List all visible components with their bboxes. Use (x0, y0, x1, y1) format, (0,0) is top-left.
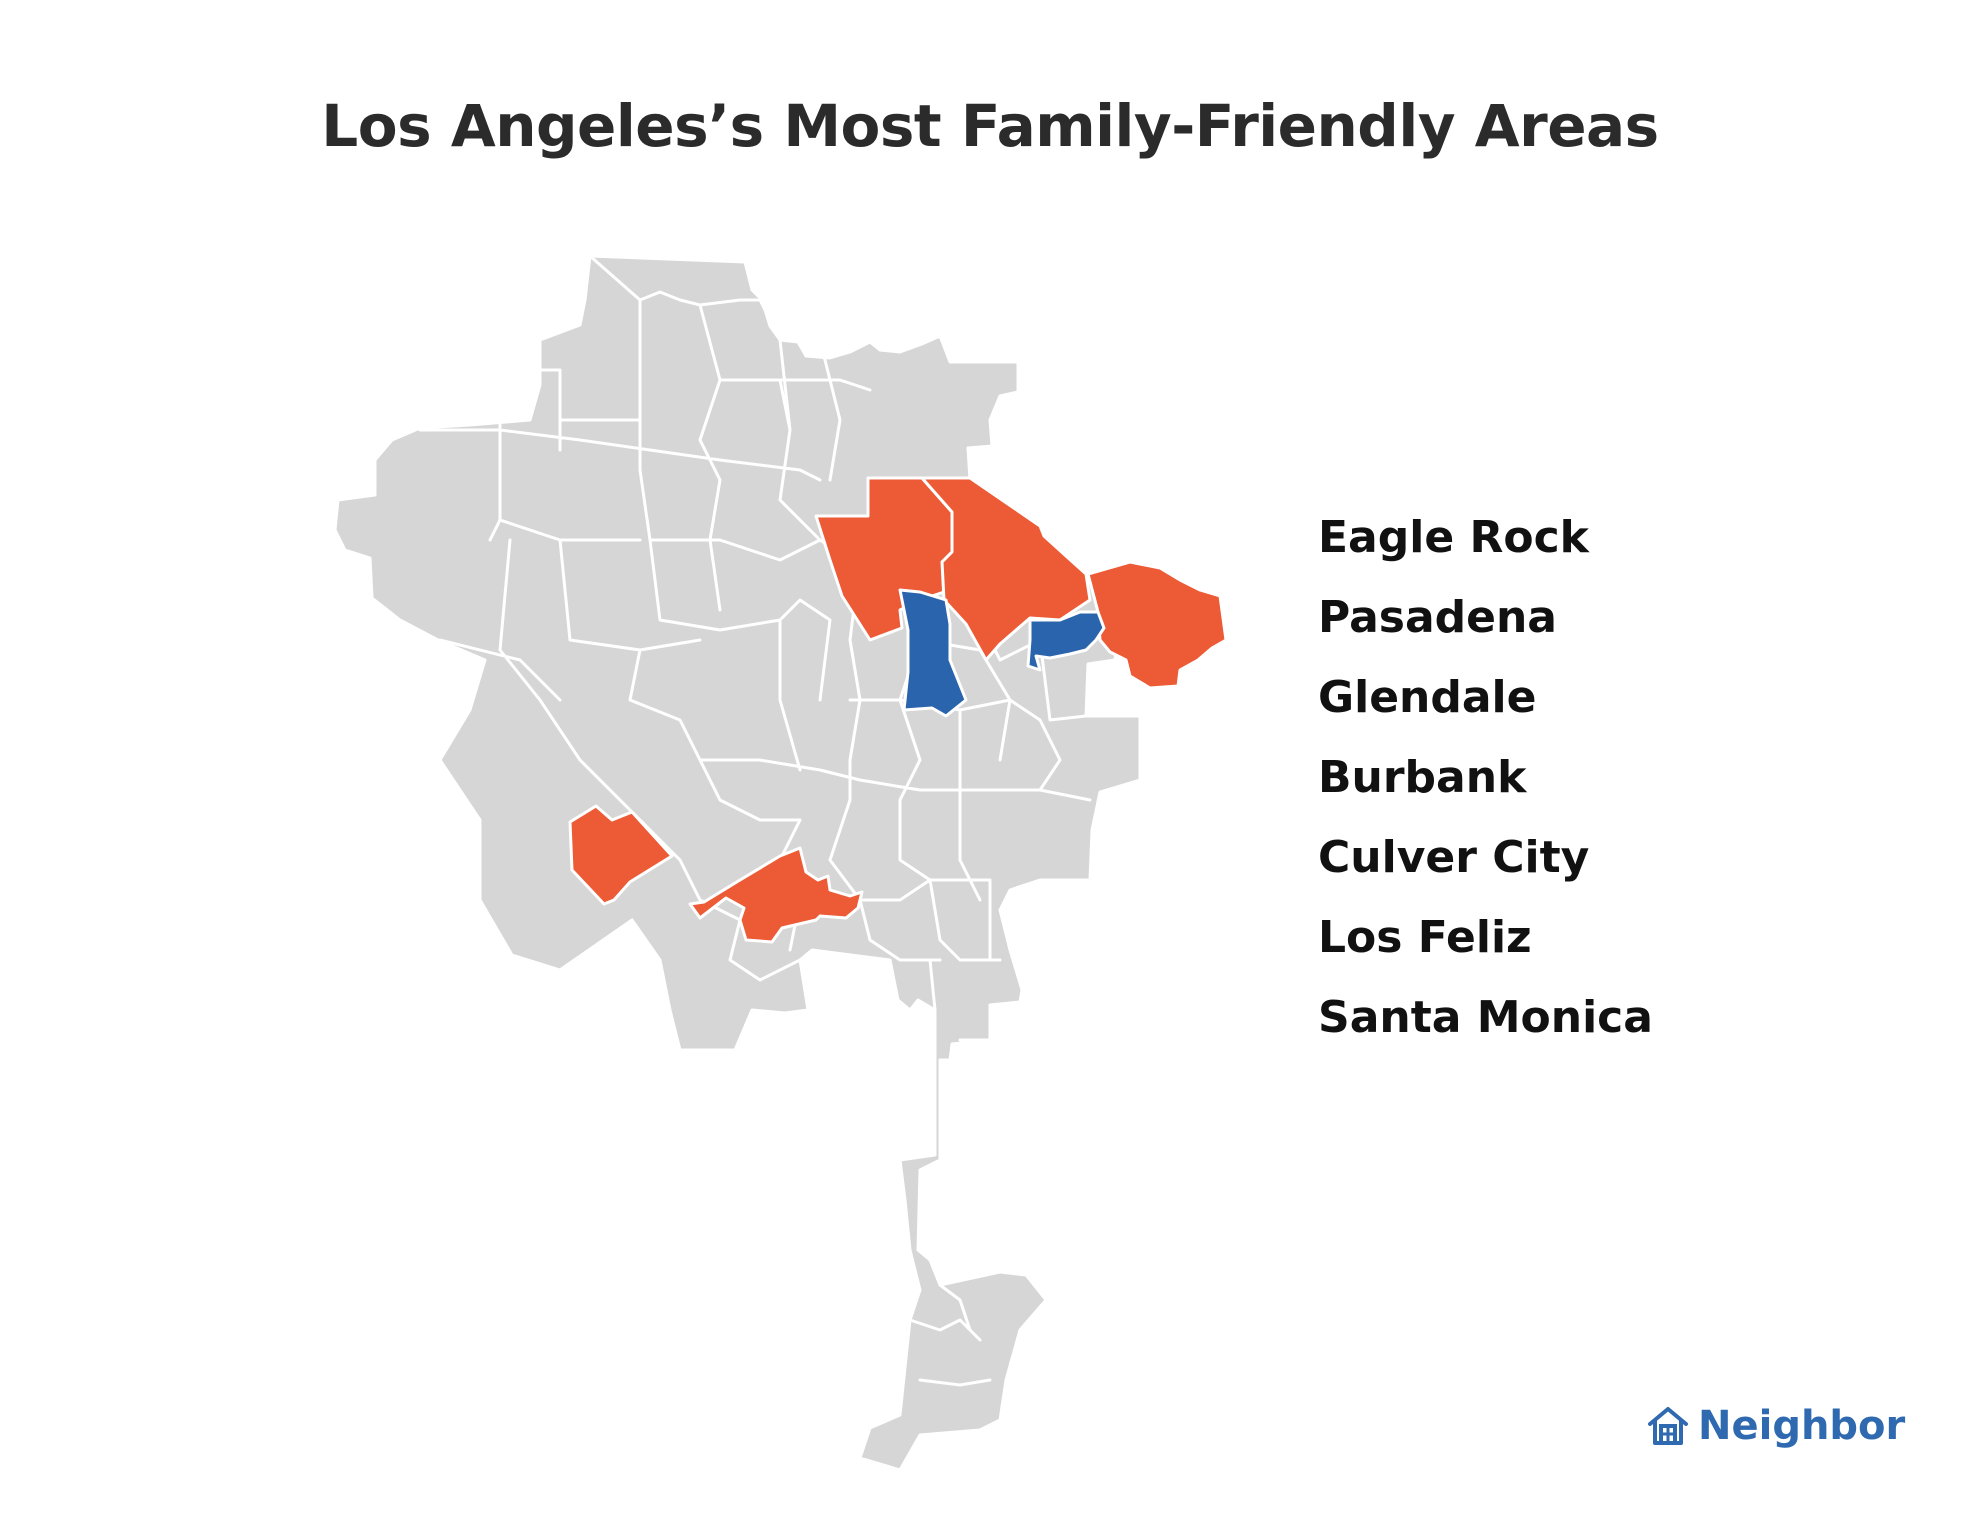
page-title: Los Angeles’s Most Family-Friendly Areas (321, 92, 1659, 160)
highlight-area-orange-northeast (920, 476, 1092, 662)
area-list-item: Los Feliz (1318, 912, 1532, 963)
brand-logo: Neighbor (1646, 1398, 1905, 1454)
highlight-area-orange-east (1086, 560, 1228, 690)
house-icon (1648, 1407, 1688, 1445)
area-list-item: Pasadena (1318, 592, 1557, 643)
area-list-item: Santa Monica (1318, 992, 1653, 1043)
map-neighborhood-lines (418, 254, 1092, 1387)
area-list-item: Culver City (1318, 832, 1590, 883)
area-list-item: Glendale (1318, 672, 1537, 723)
area-list-item: Burbank (1318, 752, 1527, 803)
highlight-area-orange-westside (568, 804, 674, 906)
highlight-area-blue-east (1026, 610, 1106, 672)
highlight-area-blue-center (898, 588, 968, 718)
highlight-area-orange-south (688, 846, 864, 944)
brand-name: Neighbor (1698, 1403, 1906, 1449)
area-list-item: Eagle Rock (1318, 512, 1589, 563)
map-base-region (333, 254, 1142, 1472)
area-list: Eagle Rock Pasadena Glendale Burbank Cul… (1318, 508, 1653, 1068)
